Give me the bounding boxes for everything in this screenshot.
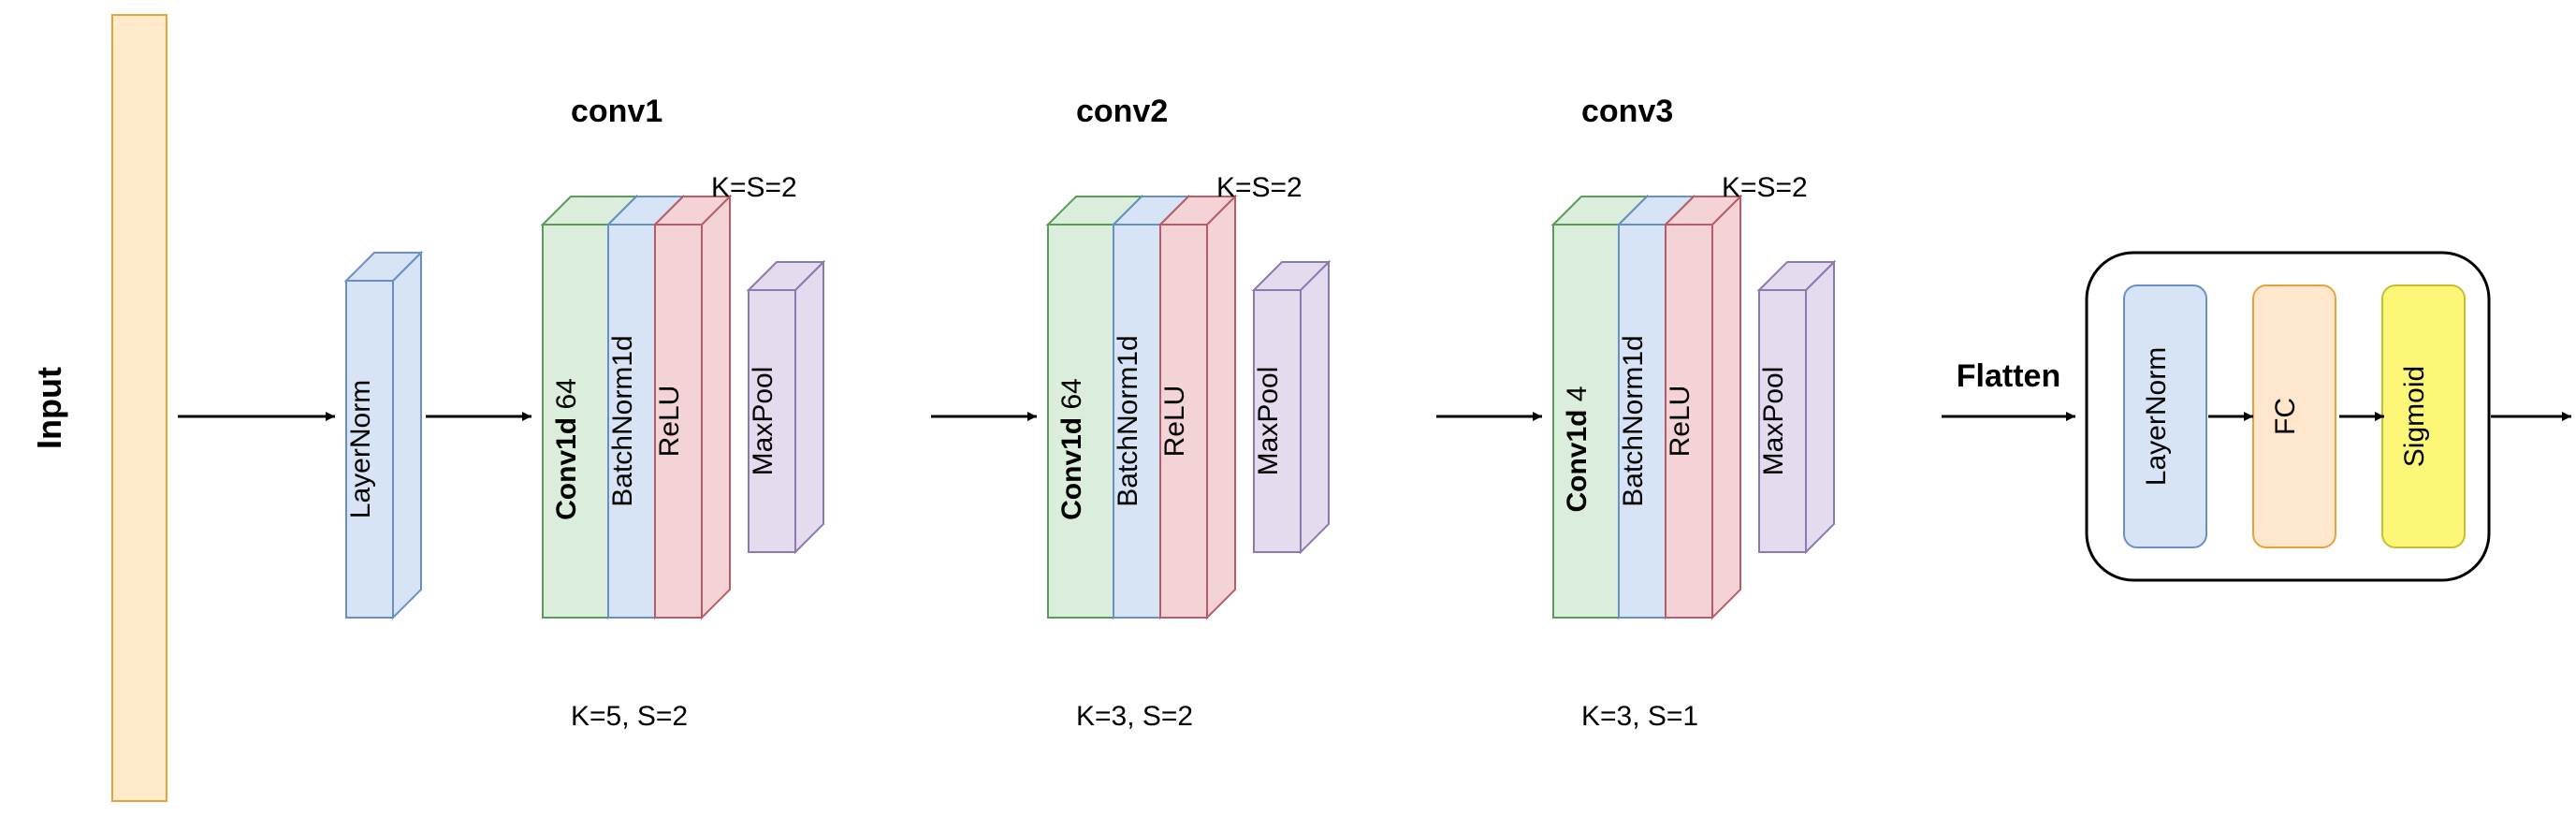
svg-text:MaxPool: MaxPool bbox=[748, 367, 779, 476]
svg-text:BatchNorm1d: BatchNorm1d bbox=[1113, 335, 1143, 506]
svg-text:Conv1d 4: Conv1d 4 bbox=[1562, 386, 1593, 512]
bottom-note-conv2: K=3, S=2 bbox=[1076, 701, 1193, 732]
svg-text:MaxPool: MaxPool bbox=[1253, 367, 1284, 476]
svg-text:BatchNorm1d: BatchNorm1d bbox=[1618, 335, 1649, 506]
bottom-note-conv1: K=5, S=2 bbox=[571, 701, 688, 732]
svg-text:MaxPool: MaxPool bbox=[1758, 367, 1789, 476]
flatten-label: Flatten bbox=[1957, 358, 2060, 394]
svg-text:Sigmoid: Sigmoid bbox=[2399, 366, 2430, 467]
svg-text:Conv1d 64: Conv1d 64 bbox=[551, 378, 582, 520]
maxpool-note: K=S=2 bbox=[711, 172, 797, 203]
svg-text:LayerNorm: LayerNorm bbox=[2141, 347, 2172, 486]
svg-text:FC: FC bbox=[2270, 398, 2301, 435]
input-label: Input bbox=[30, 367, 68, 449]
svg-text:Conv1d 64: Conv1d 64 bbox=[1056, 378, 1087, 520]
svg-text:ReLU: ReLU bbox=[1159, 386, 1190, 458]
maxpool-note: K=S=2 bbox=[1722, 172, 1808, 203]
maxpool-note: K=S=2 bbox=[1216, 172, 1303, 203]
title-conv3: conv3 bbox=[1581, 94, 1673, 129]
svg-text:LayerNorm: LayerNorm bbox=[345, 380, 376, 518]
bottom-note-conv3: K=3, S=1 bbox=[1581, 701, 1698, 732]
input-block bbox=[112, 15, 167, 801]
svg-text:BatchNorm1d: BatchNorm1d bbox=[607, 335, 638, 506]
title-conv2: conv2 bbox=[1076, 94, 1168, 129]
svg-text:ReLU: ReLU bbox=[1665, 386, 1696, 458]
svg-text:ReLU: ReLU bbox=[654, 386, 685, 458]
title-conv1: conv1 bbox=[571, 94, 662, 129]
